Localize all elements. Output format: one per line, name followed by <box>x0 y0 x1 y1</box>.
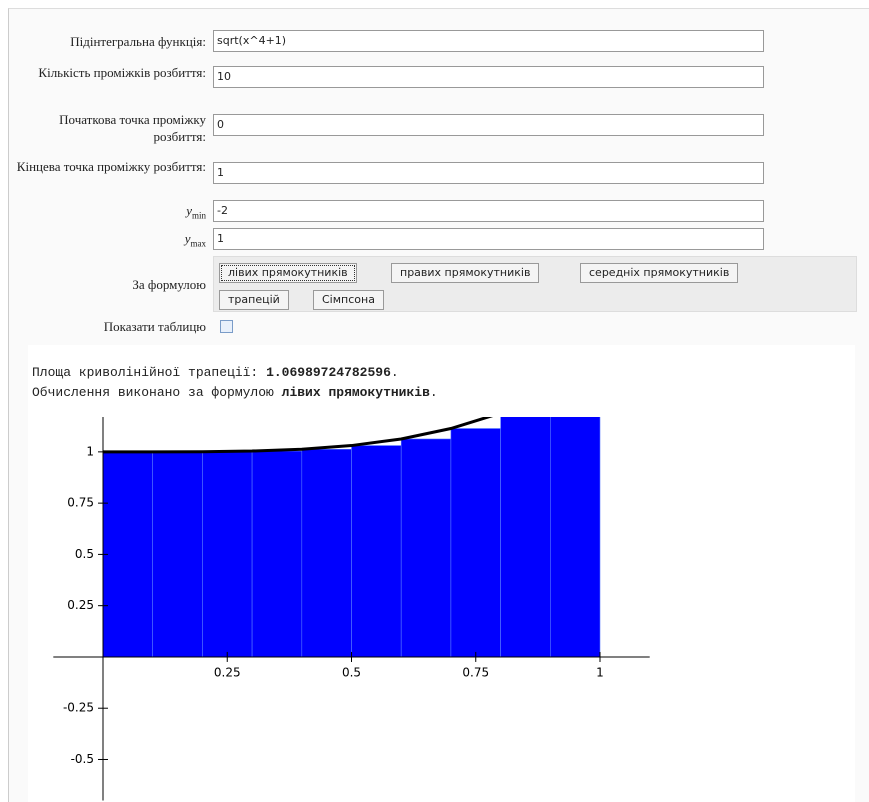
x-tick-label: 0.5 <box>342 665 361 679</box>
y-tick-label: 0.5 <box>75 547 94 561</box>
y-tick-label: 0.25 <box>67 598 94 612</box>
bar <box>500 417 551 658</box>
bar <box>351 445 402 658</box>
input[interactable]: 1 <box>213 162 764 184</box>
y-tick-label: 0.75 <box>67 496 94 510</box>
field-label: Початкова точка проміжку розбиття: <box>59 112 206 144</box>
x-tick-label: 0.25 <box>214 665 241 679</box>
sub: min <box>191 210 206 221</box>
bar <box>450 428 501 658</box>
show-table-label: Показати таблицю <box>103 319 206 334</box>
formula-label: За формулою <box>132 277 206 292</box>
curve <box>102 417 494 454</box>
input[interactable]: sqrt(x^4+1) <box>213 30 764 52</box>
input[interactable]: 1 <box>213 228 764 250</box>
field-label: ymax <box>10 230 206 253</box>
method-line: Обчислення виконано за формулою лівих пр… <box>32 385 438 400</box>
field-label: Підінтегральна функція: <box>70 34 206 49</box>
checkbox[interactable] <box>220 320 233 333</box>
button[interactable]: середніх прямокутників <box>580 263 739 283</box>
y-tick-label: -0.25 <box>63 701 94 715</box>
sub: max <box>190 238 207 249</box>
bar <box>102 451 154 658</box>
button[interactable]: Сімпсона <box>313 290 384 310</box>
method-value: лівих прямокутників <box>281 385 430 400</box>
x-tick-label: 1 <box>596 665 604 679</box>
var: y <box>186 203 192 218</box>
y-tick-label: -0.5 <box>71 752 94 766</box>
input[interactable]: 0 <box>213 114 764 136</box>
output: Площа криволінійної трапеції: 1.06989724… <box>28 345 855 802</box>
bar <box>400 438 452 658</box>
bar <box>202 451 253 658</box>
chart: 0.25 0.5 0.75 1 -0.5 -0.25 0.25 0.5 0.75 1 <box>53 417 650 801</box>
field-label: Кількість проміжків розбиття: <box>38 65 206 80</box>
input[interactable]: -2 <box>213 200 764 222</box>
field-label: Кінцева точка проміжку розбиття: <box>16 159 206 174</box>
button[interactable]: трапецій <box>219 290 289 310</box>
input[interactable]: 10 <box>213 66 764 88</box>
bar <box>251 450 303 658</box>
text: Площа криволінійної трапеції: <box>32 365 259 380</box>
y-tick-label: 1 <box>86 444 94 458</box>
bar <box>301 448 352 658</box>
button[interactable]: правих прямокутників <box>391 263 540 283</box>
result-line: Площа криволінійної трапеції: 1.06989724… <box>32 365 399 380</box>
plot-area <box>102 417 601 658</box>
bar <box>549 417 601 658</box>
area-value: 1.06989724782596 <box>266 365 391 380</box>
button[interactable]: лівих прямокутників <box>219 263 357 283</box>
field-label: ymin <box>10 202 206 225</box>
x-tick-label: 0.75 <box>462 665 489 679</box>
text: Обчислення виконано за формулою <box>32 385 274 400</box>
button-group: лівих прямокутників правих прямокутників… <box>213 256 857 312</box>
var: y <box>184 231 191 246</box>
bar <box>152 451 203 658</box>
